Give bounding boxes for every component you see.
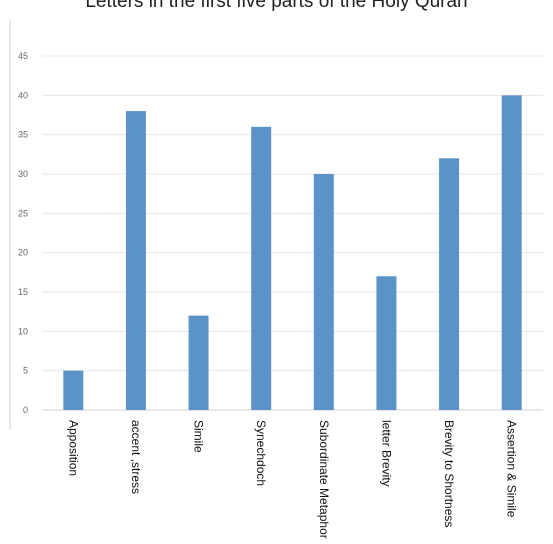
bar-5 <box>376 276 397 410</box>
bar-6 <box>439 158 460 410</box>
bars <box>63 95 522 411</box>
y-tick-label-5: 5 <box>23 366 28 376</box>
bar-7 <box>501 95 522 410</box>
y-tick-label-15: 15 <box>18 287 28 297</box>
y-tick-label-10: 10 <box>18 326 28 336</box>
bar-4 <box>313 174 334 410</box>
y-tick-label-25: 25 <box>18 208 28 218</box>
bar-3 <box>251 126 272 411</box>
x-tick-label-5: letter Brevity <box>379 420 393 487</box>
x-tick-label-1: accent ,stress <box>129 420 143 494</box>
x-tick-label-4: Subordinate Metaphor <box>317 420 331 539</box>
x-tick-label-6: Brevity to Shortness <box>442 420 456 527</box>
y-tick-label-30: 30 <box>18 169 28 179</box>
y-tick-label-20: 20 <box>18 248 28 258</box>
bar-1 <box>125 111 146 411</box>
x-axis-labels: Apposition accent ,stress Simile Synechdoch… <box>66 420 518 539</box>
y-tick-label-40: 40 <box>18 90 28 100</box>
chart-title: Letters in the first five parts of the H… <box>85 0 468 12</box>
x-tick-label-3: Synechdoch <box>254 420 268 486</box>
y-axis-ticks: 0 5 10 15 20 25 30 35 40 45 <box>18 51 28 415</box>
y-tick-label-0: 0 <box>23 405 28 415</box>
x-tick-label-7: Assertion & Simile <box>505 420 519 518</box>
bar-2 <box>188 315 209 410</box>
x-tick-label-0: Apposition <box>66 420 80 476</box>
x-tick-label-2: Simile <box>192 420 206 453</box>
axes <box>9 20 543 430</box>
y-tick-label-45: 45 <box>18 51 28 61</box>
bar-0 <box>63 370 84 410</box>
y-tick-label-35: 35 <box>18 130 28 140</box>
gridlines <box>42 55 543 372</box>
